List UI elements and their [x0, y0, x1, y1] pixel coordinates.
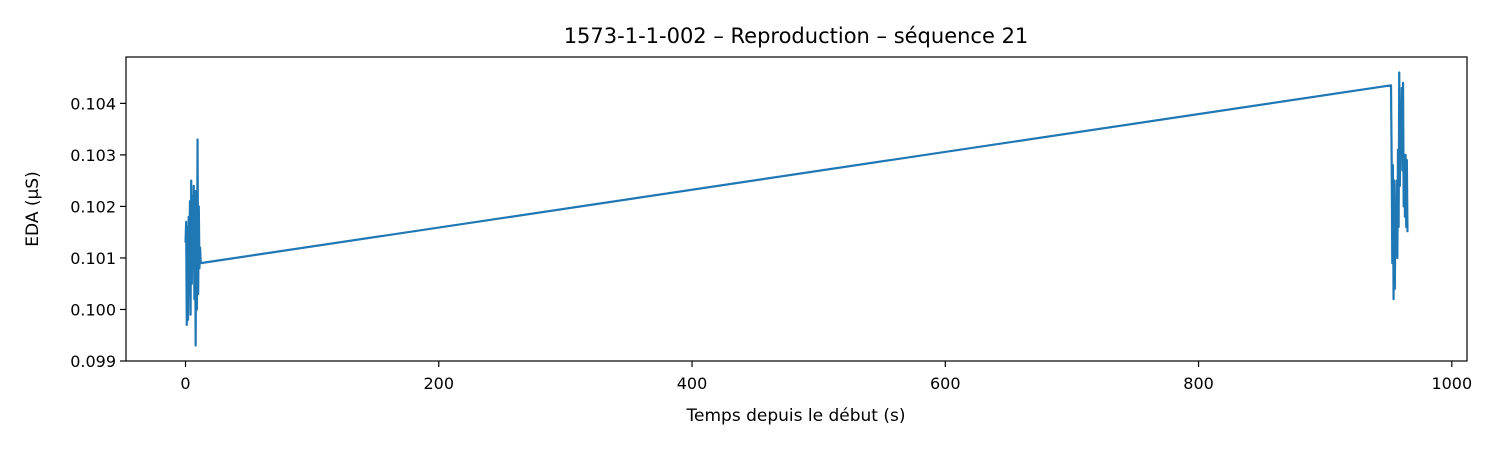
y-tick-label: 0.100	[70, 300, 116, 319]
y-tick-label: 0.102	[70, 197, 116, 216]
x-tick-label: 600	[930, 374, 961, 393]
x-tick-label: 400	[677, 374, 708, 393]
x-tick-label: 800	[1183, 374, 1214, 393]
x-axis-ticks: 0 200 400 600 800 1000	[180, 361, 1472, 393]
chart-title: 1573-1-1-002 – Reproduction – séquence 2…	[564, 24, 1029, 48]
eda-series-line	[184, 71, 1409, 347]
plot-area	[125, 56, 1468, 362]
y-tick-label: 0.101	[70, 249, 116, 268]
x-tick-label: 0	[180, 374, 190, 393]
y-axis-label: EDA (µS)	[23, 171, 43, 246]
x-tick-label: 200	[423, 374, 454, 393]
y-axis-ticks: 0.099 0.100 0.101 0.102 0.103 0.104	[70, 94, 126, 371]
x-tick-label: 1000	[1431, 374, 1472, 393]
y-tick-label: 0.103	[70, 146, 116, 165]
x-axis-label: Temps depuis le début (s)	[686, 406, 906, 426]
y-tick-label: 0.099	[70, 352, 116, 371]
y-tick-label: 0.104	[70, 94, 116, 113]
